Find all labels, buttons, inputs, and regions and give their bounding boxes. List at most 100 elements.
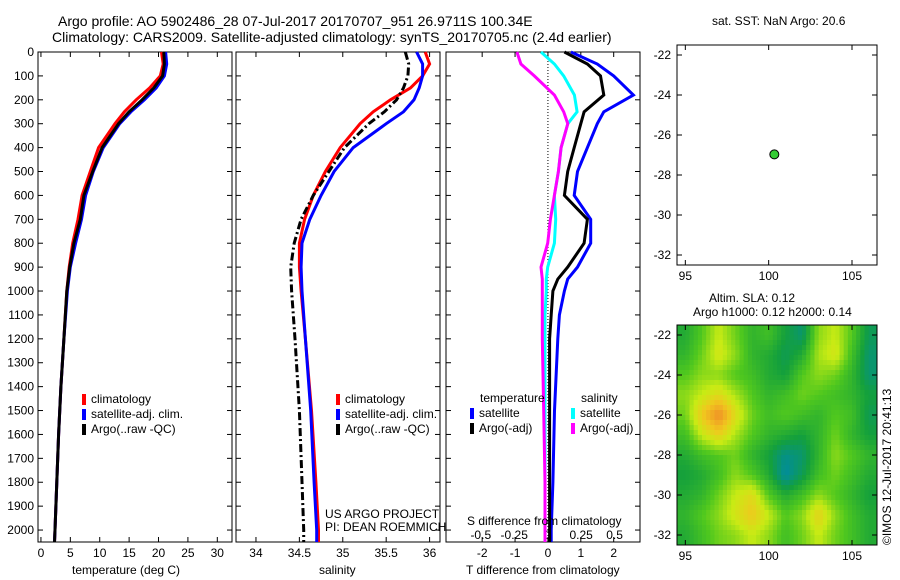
heatmap-cell xyxy=(739,455,745,461)
heatmap-cell xyxy=(689,360,695,366)
heatmap-cell xyxy=(722,405,728,411)
heatmap-cell xyxy=(727,440,732,446)
heatmap-cell xyxy=(872,535,878,541)
heatmap-cell xyxy=(739,325,745,331)
heatmap-cell xyxy=(872,325,878,331)
heatmap-cell xyxy=(831,500,836,506)
heatmap-cell xyxy=(727,510,732,516)
heatmap-cell xyxy=(697,350,703,356)
heatmap-cell xyxy=(743,440,749,446)
heatmap-cell xyxy=(681,405,686,411)
heatmap-cell xyxy=(702,425,707,431)
heatmap-cell xyxy=(777,345,782,351)
heatmap-cell xyxy=(864,505,870,511)
heatmap-cell xyxy=(822,485,828,491)
heatmap-cell xyxy=(806,540,811,546)
heatmap-cell xyxy=(806,520,811,526)
heatmap-cell xyxy=(760,360,765,366)
heatmap-cell xyxy=(860,520,865,526)
heatmap-cell xyxy=(810,500,815,506)
heatmap-cell xyxy=(802,505,807,511)
heatmap-cell xyxy=(764,380,770,386)
heatmap-cell xyxy=(818,455,824,461)
heatmap-cell xyxy=(806,385,811,391)
x-tick-label: -1 xyxy=(510,546,521,560)
heatmap-cell xyxy=(743,395,749,401)
heatmap-cell xyxy=(677,465,682,471)
heatmap-cell xyxy=(677,335,682,341)
heatmap-cell xyxy=(777,365,782,371)
heatmap-cell xyxy=(718,370,724,376)
heatmap-cell xyxy=(768,505,774,511)
heatmap-cell xyxy=(752,345,757,351)
heatmap-cell xyxy=(702,335,707,341)
heatmap-cell xyxy=(756,460,761,466)
heatmap-cell xyxy=(743,445,749,451)
heatmap-cell xyxy=(827,375,832,381)
heatmap-cell xyxy=(739,330,745,336)
difference-line-0 xyxy=(549,50,636,542)
heatmap-cell xyxy=(702,465,707,471)
heatmap-cell xyxy=(722,325,728,331)
heatmap-cell xyxy=(760,535,765,541)
heatmap-cell xyxy=(802,510,807,516)
heatmap-cell xyxy=(735,445,740,451)
heatmap-cell xyxy=(856,330,861,336)
heatmap-cell xyxy=(785,460,790,466)
heatmap-cell xyxy=(764,445,770,451)
heatmap-cell xyxy=(706,400,711,406)
heatmap-cell xyxy=(839,400,845,406)
heatmap-cell xyxy=(731,410,736,416)
heatmap-cell xyxy=(772,525,778,531)
heatmap-cell xyxy=(677,365,682,371)
heatmap-cell xyxy=(793,435,799,441)
heatmap-cell xyxy=(818,355,824,361)
heatmap-cell xyxy=(822,540,828,546)
heatmap-cell xyxy=(835,445,840,451)
heatmap-cell xyxy=(743,405,749,411)
heatmap-cell xyxy=(843,470,849,476)
heatmap-cell xyxy=(743,385,749,391)
heatmap-cell xyxy=(831,470,836,476)
heatmap-cell xyxy=(710,370,715,376)
heatmap-cell xyxy=(710,540,715,546)
heatmap-cell xyxy=(689,460,695,466)
heatmap-cell xyxy=(714,380,720,386)
heatmap-cell xyxy=(710,345,715,351)
heatmap-cell xyxy=(810,430,815,436)
heatmap-cell xyxy=(731,375,736,381)
heatmap-cell xyxy=(856,455,861,461)
heatmap-cell xyxy=(814,485,820,491)
heatmap-cell xyxy=(789,425,795,431)
depth-tick-label: 1400 xyxy=(7,380,34,394)
heatmap-cell xyxy=(714,440,720,446)
heatmap-cell xyxy=(847,455,853,461)
heatmap-cell xyxy=(731,355,736,361)
heatmap-cell xyxy=(685,525,690,531)
heatmap-cell xyxy=(814,430,820,436)
heatmap-cell xyxy=(814,470,820,476)
heatmap-cell xyxy=(681,335,686,341)
heatmap-cell xyxy=(818,370,824,376)
heatmap-cell xyxy=(714,360,720,366)
heatmap-cell xyxy=(718,515,724,521)
legend-heading: salinity xyxy=(581,391,618,405)
depth-tick-label: 900 xyxy=(14,260,34,274)
heatmap-cell xyxy=(764,375,770,381)
heatmap-cell xyxy=(835,395,840,401)
heatmap-cell xyxy=(752,400,757,406)
depth-tick-label: 400 xyxy=(14,141,34,155)
heatmap-cell xyxy=(847,465,853,471)
heatmap-cell xyxy=(710,435,715,441)
heatmap-cell xyxy=(843,520,849,526)
heatmap-cell xyxy=(727,470,732,476)
heatmap-cell xyxy=(693,530,699,536)
heatmap-cell xyxy=(727,525,732,531)
heatmap-cell xyxy=(789,475,795,481)
heatmap-cell xyxy=(802,395,807,401)
heatmap-cell xyxy=(864,455,870,461)
heatmap-cell xyxy=(785,350,790,356)
heatmap-cell xyxy=(843,525,849,531)
heatmap-cell xyxy=(706,410,711,416)
heatmap-cell xyxy=(739,410,745,416)
